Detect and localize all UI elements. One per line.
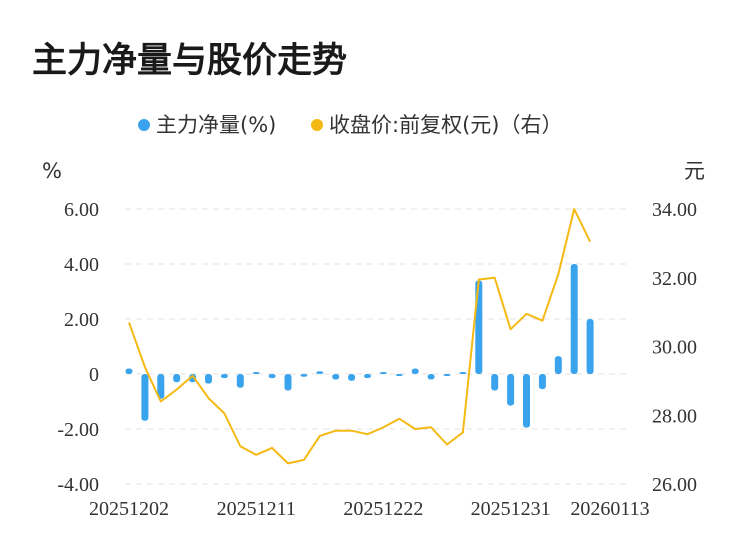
bar: [284, 374, 292, 391]
left-tick-label: -4.00: [57, 474, 99, 496]
bar: [300, 374, 308, 377]
left-axis-unit: %: [42, 159, 62, 183]
x-tick-label: 20251231: [471, 498, 551, 520]
bar: [443, 374, 451, 376]
x-tick-label: 20251222: [343, 498, 423, 520]
legend[interactable]: 主力净量(%) 收盘价:前复权(元)（右）: [138, 113, 562, 137]
right-tick-label: 34.00: [652, 199, 697, 221]
bar: [268, 374, 276, 379]
chart-title: 主力净量与股价走势: [32, 41, 348, 81]
bar: [332, 374, 340, 380]
legend-label-0: 主力净量(%): [156, 113, 276, 137]
legend-marker-1: [311, 119, 323, 131]
bar: [411, 368, 419, 374]
right-tick-label: 26.00: [652, 474, 697, 496]
bar: [427, 374, 435, 380]
bar: [173, 374, 181, 383]
gridlines: [125, 208, 628, 485]
bar: [554, 356, 562, 374]
left-axis-ticks: 6.00 4.00 2.00 0 -2.00 -4.00: [57, 199, 99, 496]
right-tick-label: 30.00: [652, 337, 697, 359]
bar: [348, 374, 356, 381]
bar: [586, 319, 594, 374]
bar: [141, 374, 149, 421]
x-tick-label: 20251211: [217, 498, 296, 520]
bar: [364, 374, 371, 379]
right-tick-label: 32.00: [652, 268, 697, 290]
legend-label-1: 收盘价:前复权(元)（右）: [329, 113, 562, 137]
bar: [157, 374, 165, 399]
bar: [379, 372, 387, 374]
bar: [507, 374, 515, 406]
right-axis-ticks: 34.00 32.00 30.00 28.00 26.00: [652, 199, 697, 496]
x-axis-ticks: 20251202 20251211 20251222 20251231 20260113: [89, 498, 650, 520]
bar: [205, 374, 212, 384]
left-tick-label: 0: [89, 364, 99, 386]
left-tick-label: -2.00: [57, 419, 99, 441]
left-tick-label: 2.00: [64, 309, 99, 331]
price-line: [128, 208, 591, 465]
x-tick-label: 20260113: [570, 498, 649, 520]
bar: [523, 374, 530, 428]
bar: [252, 372, 260, 374]
bar-series: [125, 264, 594, 428]
right-axis-unit: 元: [684, 159, 705, 183]
bar: [236, 374, 244, 388]
bar: [570, 264, 578, 374]
right-tick-label: 28.00: [652, 405, 697, 427]
bar: [538, 374, 546, 390]
bar: [491, 374, 499, 391]
bar: [125, 368, 133, 374]
left-tick-label: 6.00: [64, 199, 99, 221]
left-tick-label: 4.00: [64, 254, 99, 276]
x-tick-label: 20251202: [89, 498, 169, 520]
line-series: [128, 208, 591, 465]
bar: [459, 372, 467, 374]
legend-marker-0: [138, 119, 150, 131]
bar: [395, 374, 403, 376]
bar: [220, 374, 228, 379]
bar: [316, 371, 324, 374]
